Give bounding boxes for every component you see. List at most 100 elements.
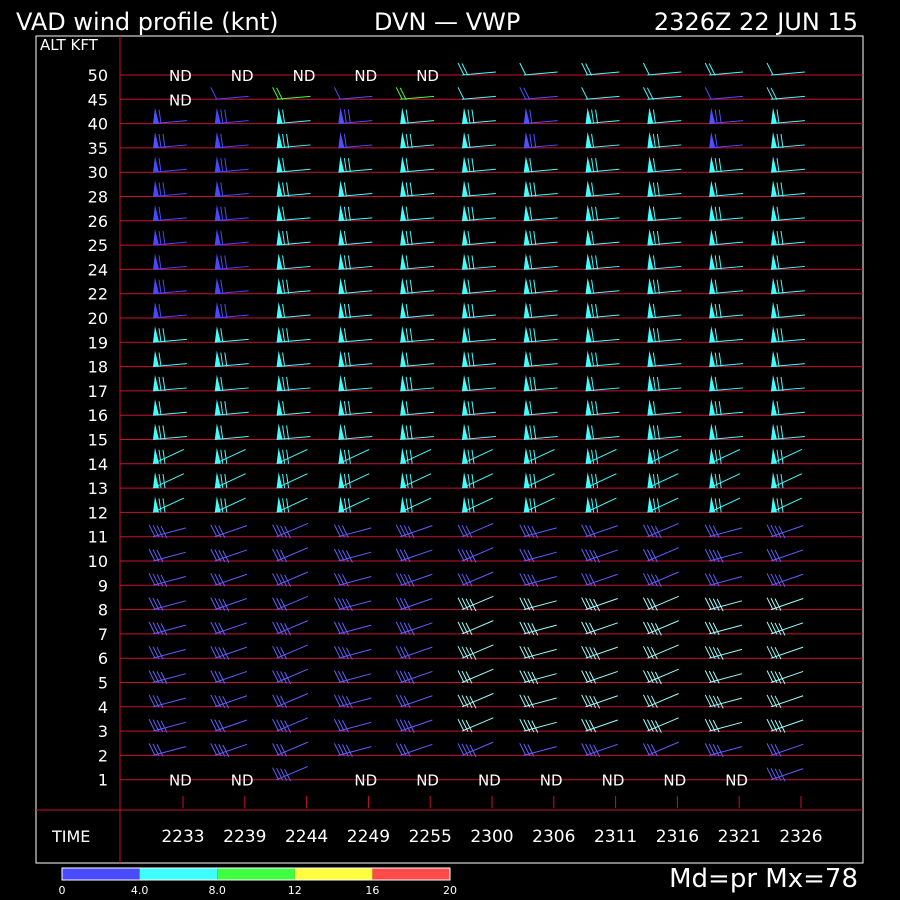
wind-barb — [709, 350, 744, 368]
wind-barb — [642, 620, 679, 636]
wind-barb — [581, 621, 618, 636]
wind-barb — [647, 180, 682, 197]
altitude-tick-label: 9 — [98, 576, 108, 595]
color-scale-tick-label: 4.0 — [131, 884, 149, 897]
wind-barb — [647, 472, 679, 489]
wind-barb — [214, 156, 249, 173]
wind-barb — [276, 204, 311, 222]
wind-barb — [647, 423, 682, 440]
wind-barb — [333, 548, 372, 563]
wind-barb — [152, 253, 187, 270]
wind-barb — [333, 743, 372, 758]
wind-barb — [581, 597, 618, 612]
wind-barb — [770, 253, 805, 270]
altitude-tick-label: 28 — [88, 188, 108, 207]
wind-barb — [585, 326, 620, 343]
wind-barb — [647, 374, 682, 392]
wind-barb — [708, 447, 741, 465]
altitude-tick-label: 18 — [88, 358, 108, 377]
wind-barb — [704, 670, 743, 684]
no-data-label: ND — [663, 772, 686, 790]
wind-barb — [519, 694, 557, 709]
wind-barb — [709, 204, 744, 222]
wind-barb — [210, 524, 248, 538]
wind-barb — [704, 645, 743, 660]
wind-barb — [642, 547, 679, 563]
wind-barb — [585, 277, 620, 295]
wind-barb — [766, 524, 804, 539]
wind-barb — [272, 571, 309, 588]
time-tick-label: 2244 — [285, 827, 328, 847]
wind-barb — [461, 447, 494, 465]
wind-barb — [708, 472, 741, 489]
wind-barb — [276, 496, 308, 513]
wind-barb — [770, 156, 805, 173]
wind-barb — [523, 253, 558, 270]
wind-barb — [210, 645, 248, 660]
wind-barb — [395, 87, 435, 101]
wind-barb — [214, 131, 249, 149]
wind-barb — [585, 302, 620, 319]
wind-barb — [709, 374, 744, 392]
wind-barb — [523, 156, 558, 173]
wind-barb — [148, 743, 186, 757]
wind-barb — [395, 718, 433, 733]
wind-barb — [148, 597, 186, 611]
wind-barb — [338, 374, 373, 392]
wind-barb — [333, 670, 372, 684]
wind-barb — [338, 277, 373, 295]
color-scale-frame — [61, 867, 451, 881]
altitude-tick-label: 12 — [88, 503, 108, 522]
wind-barb — [770, 472, 803, 489]
wind-barb — [152, 204, 187, 222]
wind-barb — [523, 447, 555, 465]
wind-barb — [457, 571, 494, 587]
wind-barb — [457, 595, 494, 612]
wind-barb — [214, 326, 249, 343]
wind-barb — [704, 573, 743, 587]
color-scale-segment — [217, 868, 295, 880]
wind-barb — [210, 597, 248, 612]
wind-barb — [400, 131, 435, 149]
no-data-label: ND — [725, 772, 748, 790]
wind-barb — [709, 302, 744, 319]
wind-barb — [766, 62, 805, 76]
wind-barb — [647, 229, 682, 246]
altitude-tick-label: 4 — [98, 698, 108, 717]
wind-barb — [585, 399, 620, 416]
wind-barb — [770, 302, 805, 319]
wind-barb — [581, 524, 618, 538]
wind-barb — [709, 131, 744, 149]
wind-barb — [581, 573, 618, 587]
wind-barb — [585, 350, 620, 368]
wind-barb — [766, 767, 804, 782]
wind-barb — [770, 229, 805, 246]
altitude-tick-label: 6 — [98, 649, 108, 668]
wind-barb — [770, 204, 805, 222]
wind-barb — [461, 229, 496, 246]
wind-barb — [766, 743, 804, 757]
wind-barb — [585, 229, 620, 246]
wind-barb — [210, 548, 248, 563]
wind-barb — [276, 472, 308, 489]
wind-barb — [400, 302, 435, 319]
wind-barb — [704, 694, 743, 709]
time-tick-label: 2306 — [532, 827, 575, 847]
wind-barb — [585, 131, 620, 149]
wind-barb — [210, 743, 248, 758]
wind-barb — [519, 743, 557, 757]
wind-barb — [152, 423, 187, 440]
wind-barb — [210, 718, 248, 733]
altitude-tick-label: 10 — [88, 552, 108, 571]
wind-barb — [333, 524, 372, 538]
wind-barb — [148, 718, 186, 733]
wind-barb — [400, 350, 435, 368]
wind-barb — [214, 447, 246, 465]
altitude-tick-label: 11 — [88, 528, 108, 547]
wind-barb — [770, 374, 805, 392]
wind-barb — [276, 399, 311, 416]
wind-barb — [461, 326, 496, 343]
wind-barb — [461, 399, 496, 416]
wind-barb — [647, 302, 682, 319]
wind-barb — [770, 447, 803, 465]
